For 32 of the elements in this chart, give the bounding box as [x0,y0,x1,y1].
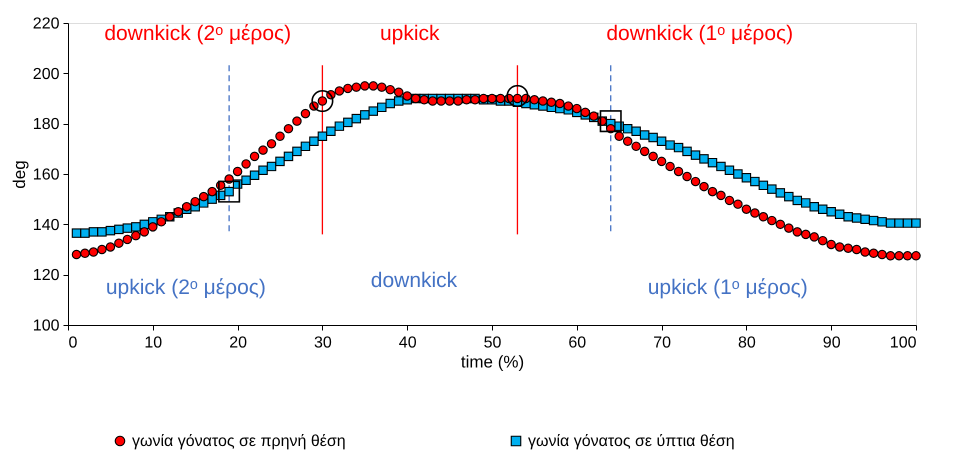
x-tick-label: 80 [738,334,756,352]
x-tick-label: 100 [890,334,917,352]
x-tick-label: 0 [68,334,78,352]
annotation: upkick (1ᵒ μέρος) [648,276,808,299]
point [506,84,528,108]
x-tick-label: 90 [822,334,841,352]
y-tick-label: 140 [32,216,60,234]
x-tick-label: 60 [568,334,586,352]
x-tick-label: 70 [653,334,672,352]
x-tick-label: 30 [314,334,332,352]
x-tick-label: 40 [398,334,417,352]
annotation: upkick (2ᵒ μέρος) [106,276,266,299]
annotation: downkick [370,268,458,292]
x-tick-label: 50 [484,334,502,352]
y-tick-label: 180 [32,116,60,134]
legend-label: γωνία γόνατος σε πρηνή θέση [132,433,346,450]
annotation: upkick [380,22,440,45]
point [311,90,334,112]
x-axis-title: time (%) [460,352,524,372]
y-axis-title: deg [10,160,29,189]
y-tick-label: 220 [32,16,60,32]
y-tick-label: 120 [32,267,60,284]
y-tick-label: 100 [32,318,60,334]
legend-label: γωνία γόνατος σε ύπτια θέση [528,433,735,450]
x-tick-label: 10 [144,334,162,352]
x-tick-label: 20 [229,334,248,352]
y-tick-label: 200 [32,66,60,83]
annotation: downkick (1ᵒ μέρος) [606,22,794,45]
point [218,180,240,203]
annotation: downkick (2ᵒ μέρος) [104,22,292,45]
y-tick-label: 160 [32,166,60,184]
point [600,110,622,132]
